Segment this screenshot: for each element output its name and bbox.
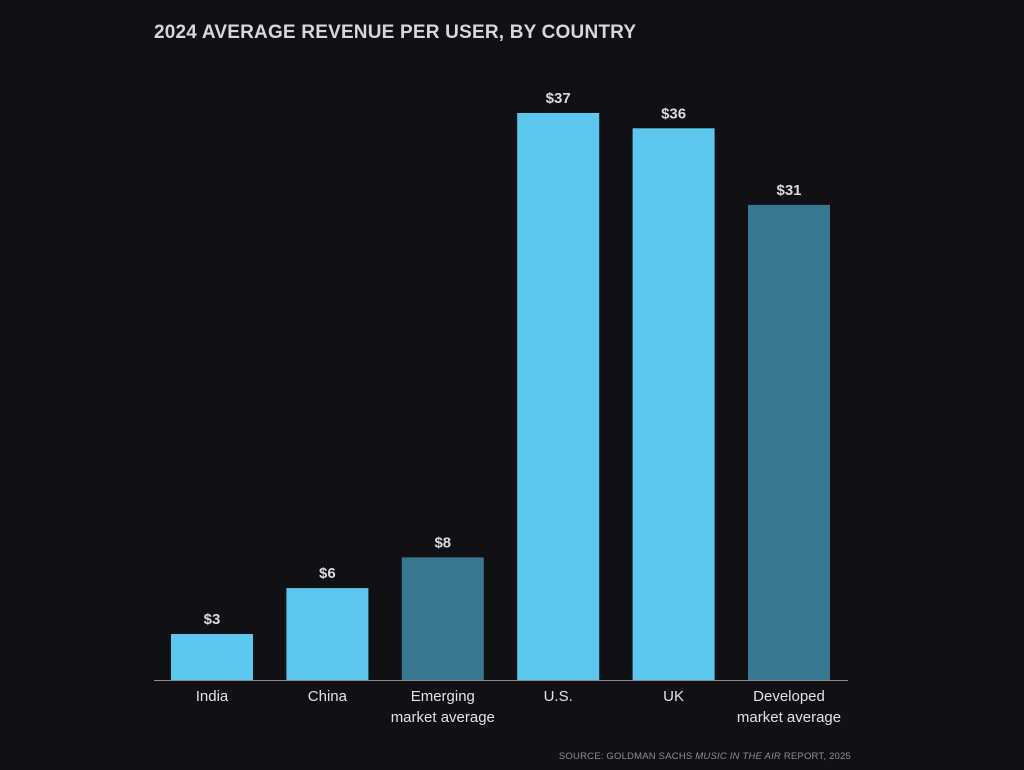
category-label-4-line-0: UK [663, 688, 684, 705]
category-label-2-line-0: Emerging [411, 688, 475, 705]
bar-3 [517, 113, 600, 680]
category-label-5-line-1: market average [737, 709, 841, 726]
value-label-5: $31 [776, 182, 801, 199]
bar-2 [401, 557, 484, 680]
category-label-2: Emerging market average [391, 688, 495, 726]
source-suffix: REPORT, 2025 [780, 751, 851, 762]
value-label-3: $37 [546, 90, 571, 107]
bar-0 [171, 634, 253, 680]
category-label-1: China [308, 688, 348, 705]
category-label-0-line-0: India [196, 688, 229, 705]
category-labels-layer: India China Emerging market average U.S. UK De… [196, 688, 841, 726]
value-labels-layer: $3 $6 $8 $37 $36 $31 [204, 90, 802, 628]
category-label-3-line-0: U.S. [544, 688, 573, 705]
category-label-3: U.S. [544, 688, 573, 705]
value-label-4: $36 [661, 105, 686, 122]
category-label-5-line-0: Developed [753, 688, 825, 705]
value-label-0: $3 [204, 611, 221, 628]
source-prefix: SOURCE: GOLDMAN SACHS [558, 751, 696, 762]
category-label-0: India [196, 688, 229, 705]
category-label-2-line-1: market average [391, 709, 495, 726]
category-label-5: Developed market average [737, 688, 841, 726]
value-label-1: $6 [319, 565, 336, 582]
category-label-4: UK [663, 688, 684, 705]
bars-layer [171, 113, 830, 681]
value-label-2: $8 [434, 534, 451, 551]
chart-title: 2024 AVERAGE REVENUE PER USER, BY COUNTR… [154, 22, 637, 43]
source-note: SOURCE: GOLDMAN SACHS MUSIC IN THE AIR R… [559, 751, 851, 762]
bar-1 [286, 588, 369, 680]
category-label-1-line-0: China [308, 688, 348, 705]
bar-5 [748, 204, 830, 680]
bar-4 [632, 128, 715, 681]
source-report-title: MUSIC IN THE AIR [695, 751, 781, 762]
